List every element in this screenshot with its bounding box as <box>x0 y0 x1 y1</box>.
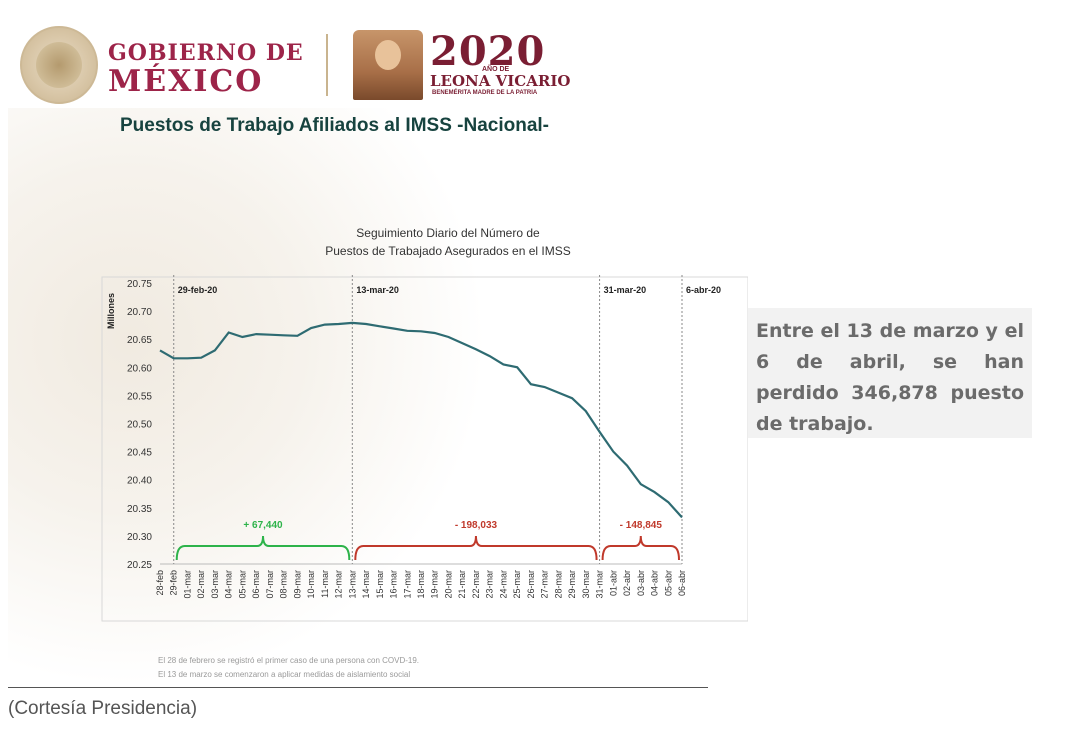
x-tick-label: 28-mar <box>553 570 563 599</box>
x-tick-label: 28-feb <box>155 570 165 596</box>
marker-label: 6-abr-20 <box>686 285 721 295</box>
x-tick-label: 15-mar <box>375 570 385 599</box>
annotation-label: - 198,033 <box>455 520 498 531</box>
presentation-slide: GOBIERNO DE MÉXICO 2020 AÑO DE LEONA VIC… <box>8 8 1076 688</box>
x-tick-label: 09-mar <box>292 570 302 599</box>
x-tick-label: 30-mar <box>581 570 591 599</box>
x-tick-label: 26-mar <box>526 570 536 599</box>
y-tick-label: 20.30 <box>127 532 152 543</box>
year-logo: 2020 <box>430 28 546 75</box>
footnotes: El 28 de febrero se registró el primer c… <box>158 654 419 682</box>
annotation-label: + 67,440 <box>243 520 283 531</box>
x-tick-label: 05-mar <box>237 570 247 599</box>
x-tick-label: 18-mar <box>416 570 426 599</box>
annotation-brace <box>354 535 598 561</box>
benemerita-text: BENEMÉRITA MADRE DE LA PATRIA <box>432 90 538 96</box>
y-tick-label: 20.55 <box>127 391 152 402</box>
x-tick-label: 25-mar <box>512 570 522 599</box>
x-tick-label: 29-feb <box>169 570 179 596</box>
x-tick-label: 02-abr <box>622 570 632 596</box>
marker-label: 13-mar-20 <box>356 285 399 295</box>
x-tick-label: 06-mar <box>251 570 261 599</box>
x-tick-label: 01-abr <box>608 570 618 596</box>
x-tick-label: 05-abr <box>663 570 673 596</box>
annotation-brace <box>175 535 351 561</box>
x-tick-label: 02-mar <box>196 570 206 599</box>
y-tick-label: 20.50 <box>127 420 152 431</box>
caption-rule <box>8 687 708 688</box>
x-tick-label: 04-mar <box>224 570 234 599</box>
x-tick-label: 24-mar <box>498 570 508 599</box>
x-tick-label: 21-mar <box>457 570 467 599</box>
leona-vicario-portrait <box>353 30 423 100</box>
y-tick-label: 20.45 <box>127 448 152 459</box>
x-tick-label: 10-mar <box>306 570 316 599</box>
footnote-1: El 28 de febrero se registró el primer c… <box>158 656 420 665</box>
x-tick-label: 22-mar <box>471 570 481 599</box>
slide-header: GOBIERNO DE MÉXICO 2020 AÑO DE LEONA VIC… <box>8 8 1076 108</box>
logo-divider <box>326 34 328 96</box>
y-tick-label: 20.25 <box>127 560 152 571</box>
x-tick-label: 01-mar <box>182 570 192 599</box>
eagle-watermark <box>8 108 488 688</box>
x-tick-label: 17-mar <box>402 570 412 599</box>
y-tick-label: 20.70 <box>127 307 152 318</box>
x-tick-label: 19-mar <box>430 570 440 599</box>
x-tick-label: 11-mar <box>320 570 330 598</box>
y-tick-label: 20.60 <box>127 363 152 374</box>
y-tick-label: 20.65 <box>127 335 152 346</box>
mexico-seal-icon <box>20 26 98 104</box>
chart-svg: Seguimiento Diario del Número de Puestos … <box>101 226 748 622</box>
series-line <box>159 321 683 519</box>
x-tick-label: 29-mar <box>567 570 577 599</box>
x-tick-label: 20-mar <box>443 570 453 599</box>
photo-caption: (Cortesía Presidencia) <box>8 698 198 719</box>
ano-de-text: AÑO DE <box>482 66 510 73</box>
chart-frame <box>101 276 748 622</box>
seal-eagle <box>36 42 82 88</box>
leona-vicario-logo: LEONA VICARIO <box>430 72 571 90</box>
x-tick-label: 16-mar <box>389 570 399 599</box>
x-tick-label: 07-mar <box>265 570 275 599</box>
x-tick-label: 31-mar <box>595 570 605 599</box>
slide-title: Puestos de Trabajo Afiliados al IMSS -Na… <box>120 115 550 136</box>
gobierno-logo-line2: MÉXICO <box>108 64 264 99</box>
y-axis-label: Millones <box>106 293 116 329</box>
x-tick-label: 04-abr <box>650 570 660 596</box>
gobierno-logo-line1: GOBIERNO DE <box>108 40 304 66</box>
annotation-label: - 148,845 <box>620 520 663 531</box>
marker-label: 29-feb-20 <box>178 285 218 295</box>
x-tick-label: 06-abr <box>677 570 687 596</box>
x-tick-label: 03-abr <box>636 570 646 596</box>
portrait-face <box>375 40 401 70</box>
x-tick-label: 23-mar <box>485 570 495 599</box>
info-text: Entre el 13 de marzo y el 6 de abril, se… <box>756 320 1024 435</box>
employment-chart: Seguimiento Diario del Número de Puestos … <box>96 213 748 683</box>
annotation-brace <box>601 535 680 561</box>
x-tick-label: 12-mar <box>334 570 344 599</box>
marker-label: 31-mar-20 <box>604 285 647 295</box>
x-tick-label: 14-mar <box>361 570 371 599</box>
x-tick-label: 08-mar <box>279 570 289 599</box>
footnote-2: El 13 de marzo se comenzaron a aplicar m… <box>158 670 411 679</box>
x-tick-label: 27-mar <box>540 570 550 599</box>
info-box: Entre el 13 de marzo y el 6 de abril, se… <box>748 308 1032 438</box>
x-tick-label: 03-mar <box>210 570 220 599</box>
y-tick-label: 20.40 <box>127 476 152 487</box>
chart-title-line: Seguimiento Diario del Número de <box>356 226 540 240</box>
y-tick-label: 20.35 <box>127 504 152 515</box>
chart-title-line: Puestos de Trabajado Asegurados en el IM… <box>325 244 571 258</box>
x-tick-label: 13-mar <box>347 570 357 599</box>
y-tick-label: 20.75 <box>127 279 152 290</box>
